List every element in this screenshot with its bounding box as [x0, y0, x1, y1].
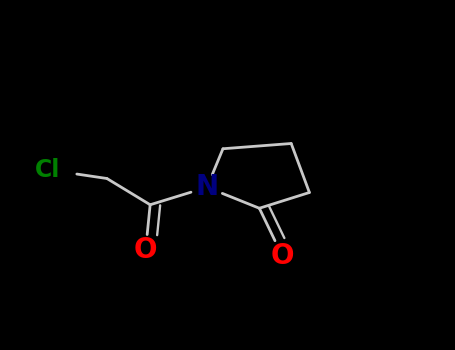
Text: O: O	[134, 236, 157, 264]
Text: Cl: Cl	[35, 158, 61, 182]
Text: O: O	[270, 241, 294, 270]
Text: N: N	[196, 173, 218, 201]
